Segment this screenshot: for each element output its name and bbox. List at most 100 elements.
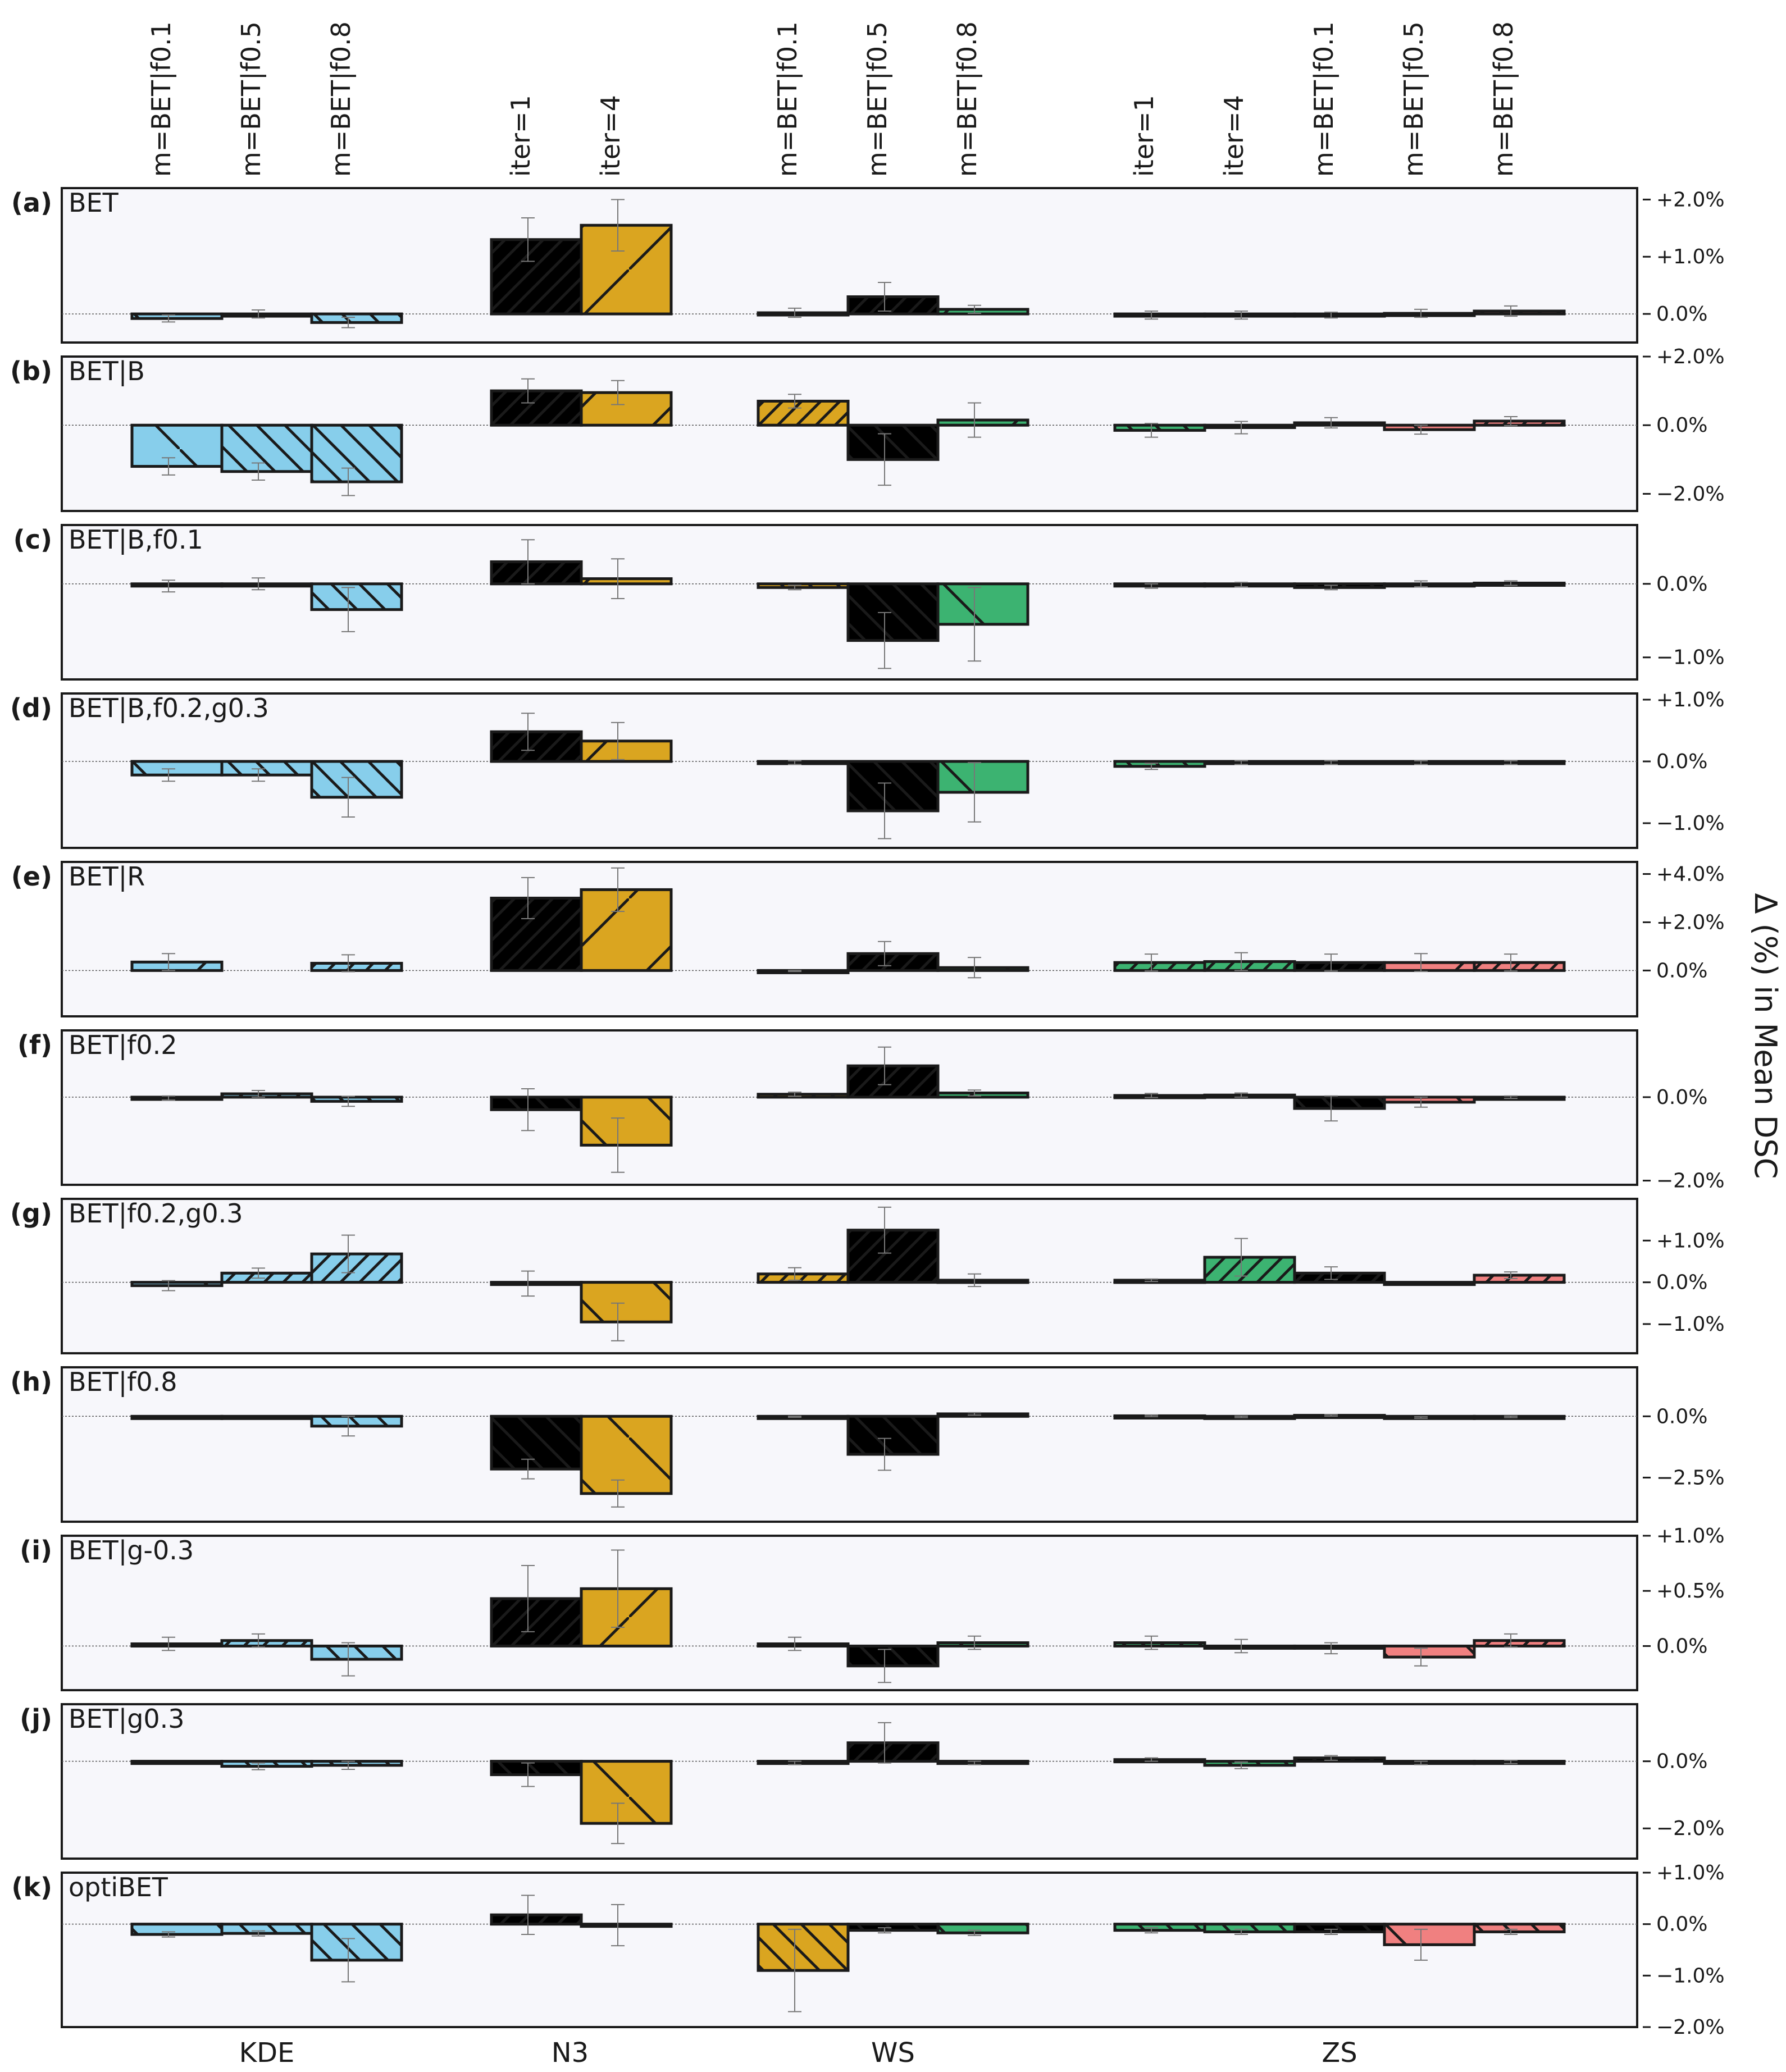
bar-hatch xyxy=(1115,1924,1205,1930)
y-axis-label: Δ (%) in Mean DSC xyxy=(1748,893,1783,1179)
error-bar xyxy=(521,1270,535,1297)
y-tick-label: −2.0% xyxy=(1656,482,1725,505)
error-bar xyxy=(1145,1927,1158,1934)
error-bar xyxy=(788,1928,801,2012)
error-bar xyxy=(341,1642,355,1677)
bar-hatch xyxy=(1474,1097,1564,1099)
bar-hatch xyxy=(312,1254,402,1283)
bar-hatch xyxy=(312,761,402,797)
bar-hatch xyxy=(312,1646,402,1659)
bar-hatch xyxy=(312,425,402,482)
error-bar xyxy=(788,1760,801,1765)
bar-hatch xyxy=(581,889,671,971)
error-bar xyxy=(968,402,981,438)
bar-hatch xyxy=(312,963,402,971)
y-tick-label: −2.0% xyxy=(1656,1170,1725,1193)
bar-hatch xyxy=(312,1924,402,1960)
error-bar xyxy=(341,467,355,496)
error-bar xyxy=(1324,1414,1338,1417)
bar-hatch xyxy=(1295,583,1384,588)
error-bar xyxy=(162,1095,175,1101)
bar-hatch xyxy=(1474,421,1564,426)
error-bar xyxy=(611,1117,625,1173)
bar-hatch xyxy=(848,953,938,971)
bar-hatch xyxy=(1295,314,1384,317)
y-tick-label: 0.0% xyxy=(1656,573,1707,596)
y-tick-label: +0.5% xyxy=(1656,1580,1725,1603)
bar-hatch xyxy=(848,1230,938,1283)
error-bar xyxy=(878,941,891,966)
error-bar xyxy=(611,867,625,912)
error-bar xyxy=(878,433,891,486)
bar-hatch xyxy=(132,1761,222,1764)
bar-hatch xyxy=(222,1416,312,1419)
bar-hatch xyxy=(491,1416,581,1469)
error-bar xyxy=(162,768,175,782)
error-bar xyxy=(1145,953,1158,972)
bar-hatch xyxy=(1474,1275,1564,1283)
error-bar xyxy=(968,1929,981,1936)
y-tick-label: +1.0% xyxy=(1656,1525,1725,1548)
error-bar xyxy=(611,1802,625,1845)
panel: (d) BET|B,f0.2,g0.3 −1.0% 0.0% +1.0% xyxy=(10,688,1725,849)
y-tick-label: −1.0% xyxy=(1656,1313,1725,1336)
bar-hatch xyxy=(1384,1416,1474,1419)
bar-hatch xyxy=(1205,583,1295,586)
bar-hatch xyxy=(312,1097,402,1102)
bar-hatch xyxy=(222,583,312,586)
y-tick-label: +2.0% xyxy=(1656,911,1725,934)
error-bar xyxy=(521,217,535,262)
bar-hatch xyxy=(758,1416,848,1419)
error-bar xyxy=(1234,1761,1248,1769)
error-bar xyxy=(1145,1093,1158,1098)
bar-hatch xyxy=(222,761,312,775)
error-bar xyxy=(611,1302,625,1341)
panel-frame xyxy=(61,1029,1638,1186)
bar-hatch xyxy=(1474,1924,1564,1932)
bar-hatch xyxy=(491,391,581,426)
panel-letter: (a) xyxy=(11,188,52,218)
bar-hatch xyxy=(1384,313,1474,316)
error-bar xyxy=(1324,1755,1338,1761)
bar-hatch xyxy=(938,309,1028,314)
y-tick-label: +2.0% xyxy=(1656,345,1725,368)
error-bar xyxy=(1145,310,1158,320)
error-bar xyxy=(1504,1415,1518,1418)
bar-hatch xyxy=(1205,1761,1295,1765)
error-bar xyxy=(1234,1928,1248,1935)
y-tick-label: −1.0% xyxy=(1656,646,1725,669)
error-bar xyxy=(1504,1633,1518,1648)
error-bar xyxy=(788,1267,801,1281)
bar-hatch xyxy=(491,1097,581,1110)
bar-hatch xyxy=(1205,761,1295,764)
error-bar xyxy=(252,768,265,782)
bar-hatch xyxy=(491,1761,581,1775)
error-bar xyxy=(1145,1757,1158,1762)
error-bar xyxy=(1504,953,1518,972)
y-tick-label: +1.0% xyxy=(1656,1861,1725,1884)
top-category-label: iter=4 xyxy=(1219,95,1249,177)
bar-hatch xyxy=(581,741,671,761)
error-bar xyxy=(788,1416,801,1418)
bar-hatch xyxy=(938,1642,1028,1646)
y-tick-label: −1.0% xyxy=(1656,1964,1725,1987)
panel-frame xyxy=(61,1703,1638,1860)
bar-hatch xyxy=(132,425,222,467)
error-bar xyxy=(521,1895,535,1935)
error-bar xyxy=(968,1412,981,1416)
bar-hatch xyxy=(758,1274,848,1283)
y-tick-label: +1.0% xyxy=(1656,245,1725,268)
top-category-label: m=BET|f0.1 xyxy=(1309,21,1340,177)
error-bar xyxy=(968,587,981,662)
error-bar xyxy=(1145,1278,1158,1283)
bar-hatch xyxy=(1115,425,1205,431)
bar-hatch xyxy=(1295,1415,1384,1418)
bar-hatch xyxy=(312,1416,402,1426)
bar-hatch xyxy=(222,314,312,317)
bar-hatch xyxy=(848,1924,938,1930)
y-tick-label: +2.0% xyxy=(1656,188,1725,211)
y-tick-label: 0.0% xyxy=(1656,414,1707,437)
bar-hatch xyxy=(1115,583,1205,586)
bar-hatch xyxy=(848,1646,938,1666)
bar-hatch xyxy=(581,1924,671,1927)
